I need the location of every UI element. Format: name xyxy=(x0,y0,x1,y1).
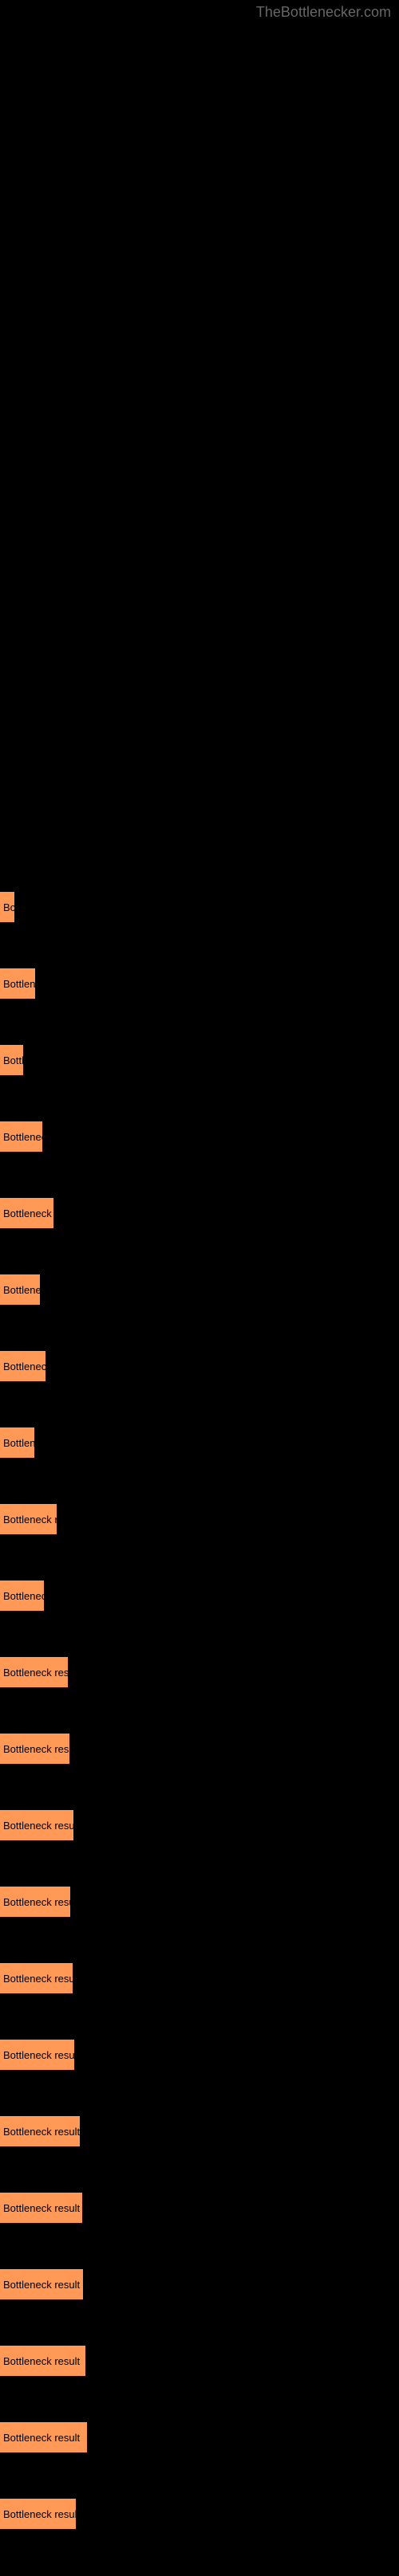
bar: Bottleneck result xyxy=(0,2346,85,2376)
bar-row: Bottleneck result xyxy=(0,2476,399,2552)
bar: Bottleneck result xyxy=(0,2116,80,2146)
bar: Bottlene xyxy=(0,968,35,999)
bar-row: Bottlenec xyxy=(0,1251,399,1328)
bar: Bottleneck result xyxy=(0,1810,73,1840)
bar-row: Bottleneck result xyxy=(0,2170,399,2246)
bar: Bottleneck result xyxy=(0,2193,82,2223)
bar: Bo xyxy=(0,892,14,922)
bar-row: Bottleneck result xyxy=(0,2016,399,2093)
bar-row: Bottleneck result xyxy=(0,1710,399,1787)
bar-row: Bottleneck xyxy=(0,1098,399,1175)
bar: Bottleneck result xyxy=(0,2422,87,2452)
bar: Bottlene xyxy=(0,1427,34,1458)
bar: Bottleneck xyxy=(0,1351,45,1381)
bar: Bottleneck result xyxy=(0,2499,76,2529)
bar-row: Bottlene xyxy=(0,945,399,1022)
bar: Bottleneck xyxy=(0,1581,44,1611)
chart-container: Bo Bottlene Bottl Bottleneck Bottleneck re Bo… xyxy=(0,0,399,2576)
bar: Bottleneck xyxy=(0,1121,42,1152)
bar: Bottleneck re xyxy=(0,1198,53,1228)
bar-row: Bottleneck res xyxy=(0,1481,399,1557)
bar-row: Bottleneck result xyxy=(0,1787,399,1863)
bar-row: Bottleneck re xyxy=(0,1175,399,1251)
bar: Bottleneck result xyxy=(0,1734,69,1764)
bar-row: Bo xyxy=(0,869,399,945)
bar-row: Bottleneck result xyxy=(0,2093,399,2170)
bar-row: Bottleneck result xyxy=(0,1634,399,1710)
bar-row: Bottl xyxy=(0,1022,399,1098)
bar-row: Bottlene xyxy=(0,1404,399,1481)
bar-row: Bottleneck result xyxy=(0,2323,399,2399)
bar-row: Bottleneck result xyxy=(0,2399,399,2476)
bar: Bottleneck result xyxy=(0,1657,68,1687)
bar: Bottleneck result xyxy=(0,2269,83,2299)
bar: Bottleneck res xyxy=(0,1504,57,1534)
bar-row: Bottleneck result xyxy=(0,1940,399,2016)
bar: Bottlenec xyxy=(0,1274,40,1305)
bar-row: Bottleneck xyxy=(0,1557,399,1634)
bar-row: Bottleneck xyxy=(0,1328,399,1404)
bar-row: Bottleneck result xyxy=(0,1863,399,1940)
bar: Bottleneck result xyxy=(0,1887,70,1917)
bar: Bottl xyxy=(0,1045,23,1075)
bar: Bottleneck result xyxy=(0,1963,73,1993)
bar-row: Bottleneck result xyxy=(0,2246,399,2323)
bar: Bottleneck result xyxy=(0,2040,74,2070)
